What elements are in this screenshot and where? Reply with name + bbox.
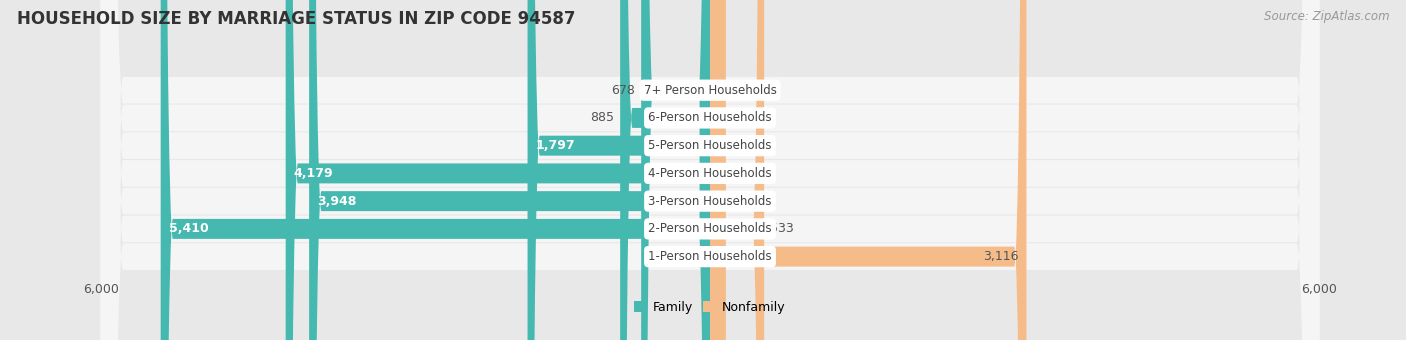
- FancyBboxPatch shape: [101, 0, 1319, 340]
- Text: 2-Person Households: 2-Person Households: [648, 222, 772, 235]
- Text: 156: 156: [733, 194, 755, 208]
- Text: HOUSEHOLD SIZE BY MARRIAGE STATUS IN ZIP CODE 94587: HOUSEHOLD SIZE BY MARRIAGE STATUS IN ZIP…: [17, 10, 575, 28]
- Text: 678: 678: [612, 84, 636, 97]
- Text: 3,948: 3,948: [318, 194, 357, 208]
- FancyBboxPatch shape: [101, 0, 1319, 340]
- Text: Source: ZipAtlas.com: Source: ZipAtlas.com: [1264, 10, 1389, 23]
- Text: 533: 533: [770, 222, 794, 235]
- FancyBboxPatch shape: [700, 0, 723, 340]
- Text: 4-Person Households: 4-Person Households: [648, 167, 772, 180]
- FancyBboxPatch shape: [641, 0, 710, 340]
- Text: 15: 15: [717, 112, 734, 124]
- FancyBboxPatch shape: [309, 0, 710, 340]
- FancyBboxPatch shape: [710, 0, 763, 340]
- FancyBboxPatch shape: [710, 0, 723, 340]
- Text: 5-Person Households: 5-Person Households: [648, 139, 772, 152]
- FancyBboxPatch shape: [101, 0, 1319, 340]
- FancyBboxPatch shape: [101, 0, 1319, 340]
- Text: 1-Person Households: 1-Person Households: [648, 250, 772, 263]
- Text: 3-Person Households: 3-Person Households: [648, 194, 772, 208]
- Text: 7+ Person Households: 7+ Person Households: [644, 84, 776, 97]
- Legend: Family, Nonfamily: Family, Nonfamily: [630, 296, 790, 319]
- FancyBboxPatch shape: [699, 0, 723, 340]
- FancyBboxPatch shape: [285, 0, 710, 340]
- Text: 3,116: 3,116: [983, 250, 1018, 263]
- FancyBboxPatch shape: [101, 0, 1319, 340]
- FancyBboxPatch shape: [710, 0, 1026, 340]
- Text: 5,410: 5,410: [169, 222, 208, 235]
- Text: 28: 28: [718, 139, 735, 152]
- Text: 4,179: 4,179: [294, 167, 333, 180]
- FancyBboxPatch shape: [101, 0, 1319, 340]
- FancyBboxPatch shape: [160, 0, 710, 340]
- FancyBboxPatch shape: [620, 0, 710, 340]
- Text: 0: 0: [716, 84, 724, 97]
- FancyBboxPatch shape: [710, 0, 725, 340]
- Text: 885: 885: [591, 112, 614, 124]
- Text: 6-Person Households: 6-Person Households: [648, 112, 772, 124]
- Text: 115: 115: [728, 167, 752, 180]
- FancyBboxPatch shape: [527, 0, 710, 340]
- FancyBboxPatch shape: [101, 0, 1319, 340]
- Text: 1,797: 1,797: [536, 139, 575, 152]
